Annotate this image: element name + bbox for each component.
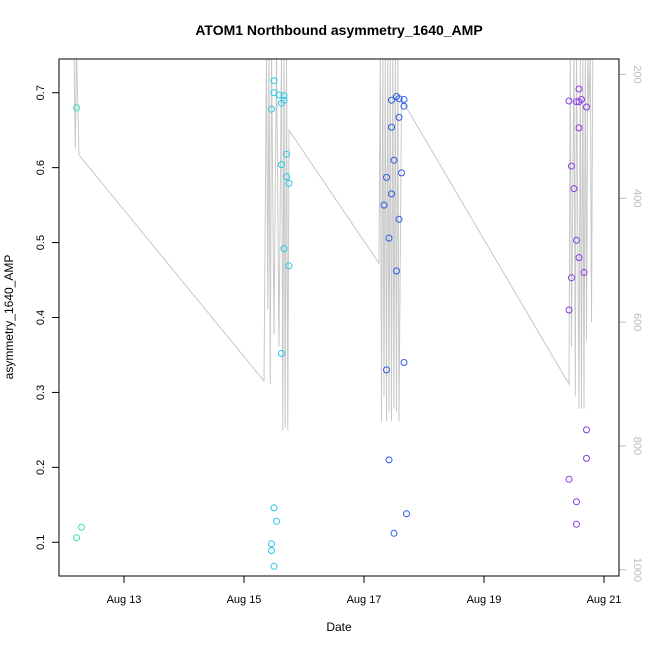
right-axis-tick-label: 400 (631, 189, 643, 207)
data-point (278, 350, 285, 357)
data-point (568, 274, 575, 282)
data-point (573, 236, 580, 244)
data-point (283, 150, 290, 158)
data-point (78, 523, 85, 531)
data-point (383, 366, 390, 374)
data-point (270, 504, 278, 512)
data-point (285, 262, 293, 270)
data-point (73, 104, 80, 112)
y-axis-label: asymmetry_1640_AMP (2, 255, 16, 380)
data-point (400, 96, 408, 103)
right-axis-tick-label: 800 (631, 437, 643, 455)
data-point (268, 547, 275, 554)
data-point (270, 77, 278, 85)
y-tick-label: 0.2 (35, 460, 47, 475)
data-point (583, 454, 590, 462)
data-point (573, 520, 580, 528)
data-point (395, 215, 403, 223)
data-point (388, 123, 395, 131)
x-tick-label: Aug 21 (587, 594, 622, 606)
x-tick-label: Aug 13 (107, 594, 142, 606)
data-point (385, 456, 393, 464)
y-tick-label: 0.4 (35, 310, 47, 325)
data-point (398, 169, 405, 177)
data-point (575, 254, 583, 262)
x-axis-label: Date (326, 620, 352, 634)
scatter-points (73, 77, 590, 570)
data-point (573, 498, 580, 506)
data-point (400, 359, 408, 366)
chart-title: ATOM1 Northbound asymmetry_1640_AMP (195, 22, 482, 38)
data-point (270, 562, 278, 570)
data-point (278, 161, 285, 169)
data-point (383, 173, 390, 181)
axes: 0.1 0.2 0.3 0.4 0.5 0.6 0.7 Aug 13 Aug 15 Aug 17 A… (35, 65, 643, 606)
data-point (403, 510, 410, 518)
data-point (583, 426, 590, 434)
data-point (268, 105, 275, 113)
data-point (283, 173, 290, 181)
y-tick-label: 0.5 (35, 235, 47, 250)
x-tick-label: Aug 17 (347, 594, 382, 606)
data-point (580, 269, 588, 276)
data-point (268, 540, 275, 548)
data-point (395, 95, 403, 103)
data-point (273, 517, 280, 525)
right-axis-tick-label: 600 (631, 313, 643, 331)
data-point (390, 156, 398, 164)
data-point (388, 96, 395, 104)
data-point (280, 92, 288, 100)
x-tick-label: Aug 19 (467, 594, 502, 606)
data-point (578, 96, 585, 103)
data-point (280, 96, 288, 104)
data-point (390, 529, 398, 537)
data-point (395, 113, 403, 121)
y-tick-label: 0.6 (35, 160, 47, 175)
y-tick-label: 0.7 (35, 85, 47, 100)
right-axis-tick-label: 200 (631, 65, 643, 83)
data-point (575, 85, 583, 93)
y-tick-label: 0.1 (35, 535, 47, 550)
data-point (280, 245, 288, 253)
line-series (73, 59, 594, 431)
plot-frame (58, 58, 620, 577)
data-point (275, 91, 283, 99)
data-point (385, 234, 393, 242)
data-point (565, 475, 573, 483)
data-point (400, 102, 408, 110)
data-point (565, 306, 573, 314)
data-point (380, 201, 388, 209)
data-point (583, 103, 590, 111)
data-point (568, 162, 575, 170)
data-point (285, 179, 293, 187)
x-tick-label: Aug 15 (227, 594, 262, 606)
line-series-path (73, 59, 594, 431)
data-point (73, 534, 80, 542)
data-point (388, 190, 395, 198)
data-point (565, 97, 573, 105)
right-axis-tick-label: 1000 (631, 558, 643, 582)
y-tick-label: 0.3 (35, 385, 47, 400)
data-point (570, 185, 578, 193)
data-point (575, 124, 583, 132)
data-point (393, 267, 400, 275)
